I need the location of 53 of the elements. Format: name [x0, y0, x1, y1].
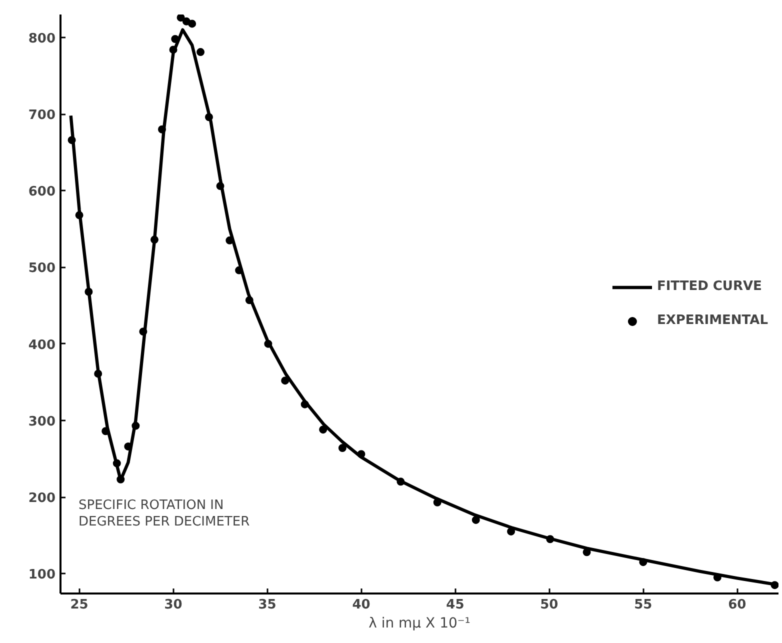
x-tick-label: 50 — [540, 598, 558, 612]
x-tick-label: 30 — [164, 598, 182, 612]
x-tick-label: 35 — [258, 598, 276, 612]
point — [132, 422, 140, 430]
point — [300, 400, 309, 408]
legend-label: FITTED CURVE — [656, 279, 762, 294]
point — [396, 478, 405, 486]
point — [158, 125, 166, 134]
point — [139, 328, 148, 336]
point — [169, 46, 178, 54]
point — [319, 426, 328, 434]
x-tick-label: 55 — [634, 598, 652, 612]
x-tick-label: 40 — [352, 598, 370, 612]
point — [770, 581, 778, 590]
y-tick-label: 300 — [28, 414, 56, 430]
point — [216, 182, 224, 190]
point — [582, 548, 591, 556]
point — [102, 427, 110, 436]
x-tick-label: 25 — [70, 598, 88, 612]
point — [75, 211, 84, 220]
legend-label: EXPERIMENTAL — [656, 313, 768, 328]
point — [112, 459, 121, 468]
point — [546, 535, 554, 544]
point — [94, 370, 102, 378]
point — [235, 266, 244, 274]
point — [338, 444, 346, 452]
point — [196, 48, 205, 56]
y-tick-label: 400 — [28, 338, 56, 353]
point — [281, 376, 290, 385]
point — [507, 527, 516, 536]
point — [68, 136, 76, 144]
x-axis-title: λ in mμ X 10⁻¹ — [368, 616, 470, 632]
point — [639, 558, 648, 566]
x-tick-label: 60 — [728, 598, 746, 612]
point — [116, 475, 125, 484]
point — [171, 35, 180, 43]
point — [264, 340, 272, 348]
y-tick-label: 100 — [28, 568, 56, 583]
point — [188, 20, 196, 28]
point — [150, 236, 158, 244]
point — [176, 14, 185, 22]
point — [357, 450, 366, 458]
point — [84, 288, 93, 296]
x-tick-label: 45 — [446, 598, 464, 612]
y-tick-label: 500 — [28, 261, 56, 276]
y-tick-label: 700 — [28, 108, 56, 124]
y-axis-title: SPECIFIC ROTATION IN DEGREES PER DECIMETER — [78, 498, 250, 530]
y-tick-label: 200 — [28, 491, 56, 506]
y-tick-label: 600 — [28, 184, 56, 200]
y-tick-label: 800 — [28, 31, 56, 46]
point — [204, 113, 213, 122]
point — [472, 516, 480, 524]
point — [245, 296, 254, 304]
